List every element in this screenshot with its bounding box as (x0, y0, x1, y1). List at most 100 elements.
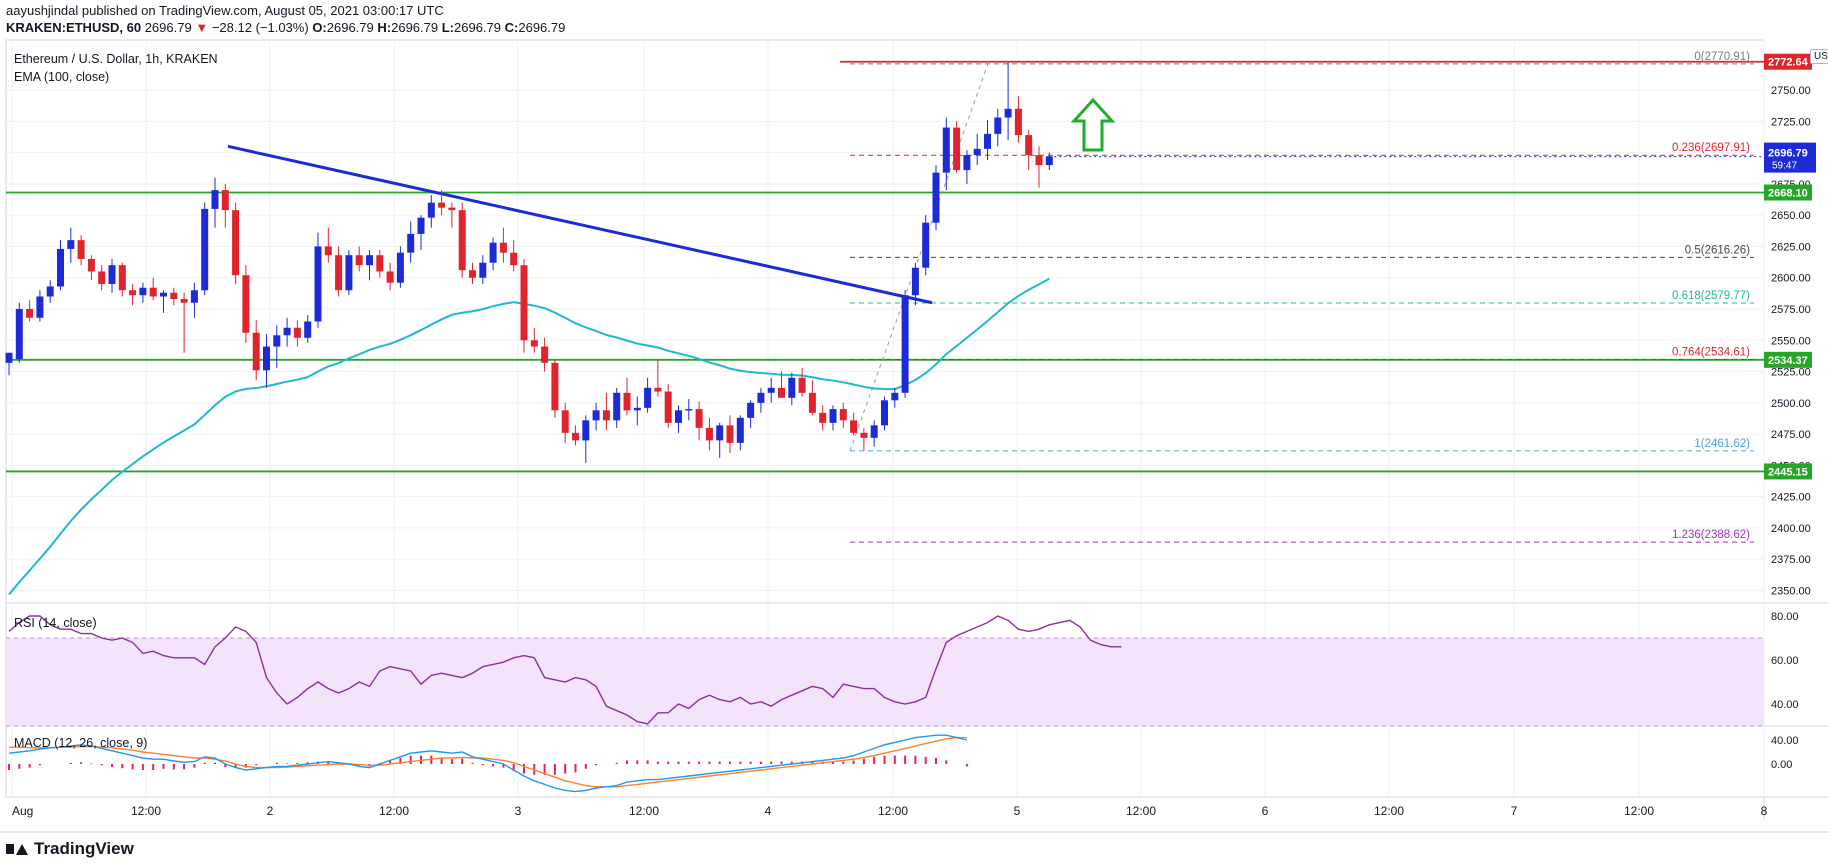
candle-down (77, 240, 85, 259)
candle-down (860, 432, 868, 438)
candle-down (953, 127, 961, 171)
candle-down (118, 265, 126, 291)
candle-down (551, 362, 559, 411)
candle-up (716, 425, 724, 441)
candle-up (273, 335, 281, 347)
candle-up (881, 400, 888, 426)
time-tick-label: 12:00 (629, 804, 659, 818)
candle-up (757, 392, 765, 403)
support-price-label: 2668.10 (1768, 188, 1808, 200)
candle-up (108, 265, 116, 284)
support-price-tag (1764, 463, 1812, 480)
candle-down (324, 246, 332, 256)
candle-up (922, 222, 930, 268)
candle-up (633, 407, 641, 411)
time-tick-label: Aug (12, 804, 33, 818)
rsi-legend: RSI (14, close) (14, 616, 97, 630)
tradingview-logo[interactable]: TradingView (6, 839, 134, 859)
candle-up (46, 286, 54, 297)
candle-up (211, 190, 219, 209)
candle-down (510, 252, 518, 266)
candle-up (788, 377, 796, 398)
time-tick-label: 4 (765, 804, 772, 818)
time-tick-label: 12:00 (878, 804, 908, 818)
support-price-tag (1764, 184, 1812, 201)
candle-down (242, 275, 250, 333)
candle-down (438, 202, 446, 208)
candle-up (427, 202, 435, 218)
down-triangle-icon: ▼ (195, 20, 209, 35)
candle-up (1004, 108, 1012, 118)
fib-level-label: 0(2770.91) (1694, 51, 1750, 63)
candle-up (407, 233, 415, 253)
resistance-price-tag (1764, 53, 1812, 70)
candle-up (901, 295, 909, 393)
candle-down (129, 290, 137, 296)
candle-down (87, 258, 95, 272)
candle-down (149, 287, 157, 297)
candle-up (417, 217, 425, 234)
price-tick-label: 2650.00 (1771, 210, 1811, 222)
candle-up (479, 262, 487, 278)
candle-down (654, 387, 662, 392)
candle-down (376, 255, 384, 272)
price-tick-label: 2600.00 (1771, 273, 1811, 285)
price-tick-label: 2475.00 (1771, 429, 1811, 441)
candle-up (396, 252, 404, 283)
price-tick-label: 2750.00 (1771, 85, 1811, 97)
candle-up (263, 346, 270, 371)
close-value: 2696.79 (518, 20, 566, 35)
candle-up (767, 387, 775, 393)
time-tick-label: 2 (267, 804, 274, 818)
candle-up (736, 417, 744, 443)
macd-line (8, 734, 968, 793)
candle-up (304, 321, 312, 338)
candle-down (180, 298, 188, 303)
support-price-label: 2445.15 (1768, 466, 1808, 478)
candle-down (561, 410, 569, 433)
candle-up (942, 127, 950, 173)
candle-down (572, 432, 579, 441)
candle-down (232, 210, 240, 276)
candle-up (870, 425, 878, 438)
candle-down (469, 270, 476, 278)
candle-down (1035, 155, 1043, 166)
fib-level-label: 0.764(2534.61) (1672, 347, 1750, 359)
candle-down (386, 271, 394, 283)
time-tick-label: 12:00 (1624, 804, 1654, 818)
price-tick-label: 2550.00 (1771, 335, 1811, 347)
candle-down (623, 392, 631, 411)
candle-down (448, 207, 456, 211)
candle-down (530, 340, 538, 347)
candle-down (819, 412, 827, 423)
brand-name: TradingView (34, 839, 134, 858)
currency-badge[interactable]: USD (1810, 49, 1828, 64)
candle-up (345, 255, 353, 291)
candle-down (252, 332, 260, 371)
open-value: 2696.79 (326, 20, 374, 35)
high-value: 2696.79 (391, 20, 439, 35)
time-tick-label: 6 (1262, 804, 1269, 818)
fib-level-label: 0.236(2697.91) (1672, 142, 1750, 154)
support-price-label: 2534.37 (1768, 355, 1808, 367)
resistance-price-label: 2772.64 (1768, 57, 1809, 69)
price-tick-label: 2400.00 (1771, 523, 1811, 535)
price-tick-label: 2350.00 (1771, 585, 1811, 597)
candle-up (5, 352, 13, 363)
candle-up (613, 392, 621, 421)
price-tick-label: 2425.00 (1771, 492, 1811, 504)
time-tick-label: 8 (1761, 804, 1768, 818)
time-tick-label: 3 (515, 804, 522, 818)
ema-line (8, 277, 1050, 596)
chart-title: Ethereum / U.S. Dollar, 1h, KRAKEN (14, 52, 218, 66)
candle-down (798, 377, 806, 393)
candle-up (973, 148, 981, 156)
candle-up (911, 267, 919, 296)
up-arrow-icon (1070, 97, 1116, 152)
rsi-tick-label: 40.00 (1771, 699, 1799, 711)
candle-down (293, 327, 301, 338)
ohlc-line: KRAKEN:ETHUSD, 60 2696.79 ▼ −28.12 (−1.0… (6, 20, 566, 35)
candle-up (139, 287, 147, 296)
candle-up (592, 410, 600, 421)
